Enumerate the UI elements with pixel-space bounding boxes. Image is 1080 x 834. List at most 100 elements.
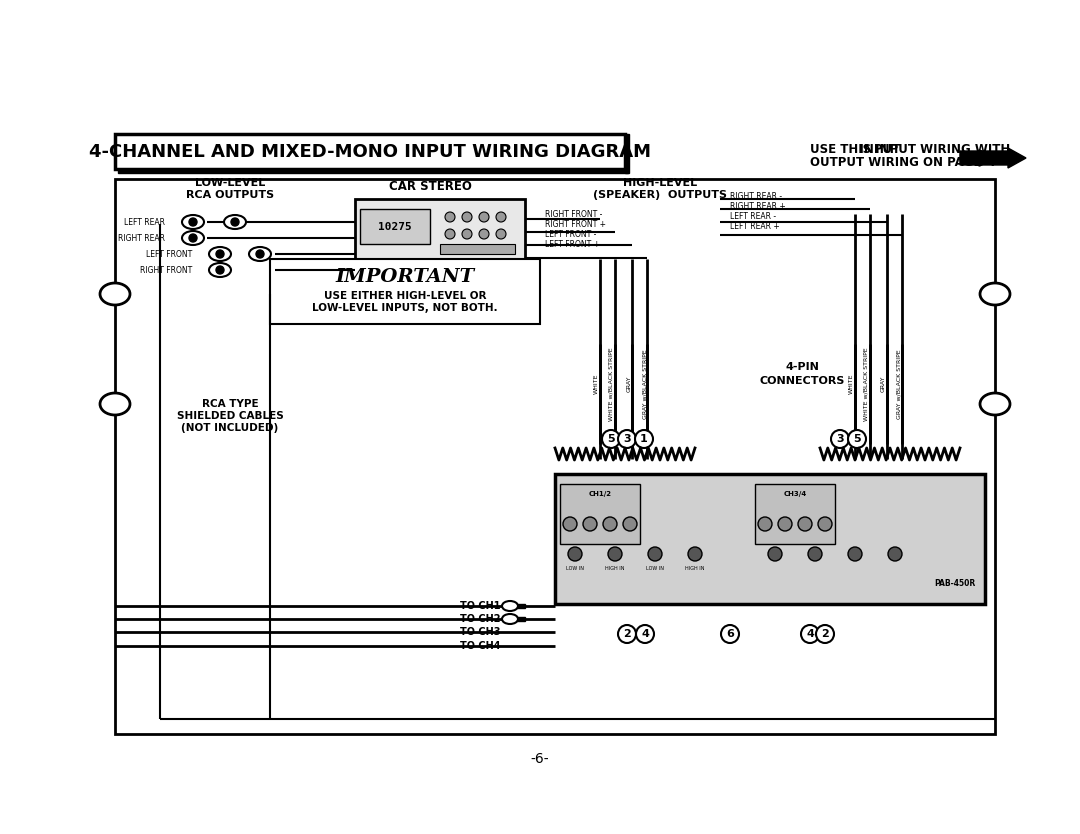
Bar [440, 244, 515, 254]
Ellipse shape [100, 283, 130, 305]
Bar [360, 209, 430, 244]
Text: 10275: 10275 [378, 222, 411, 232]
Bar [755, 484, 835, 544]
Text: TO CH4: TO CH4 [460, 641, 500, 651]
Text: GRAY w/BLACK STRIPE: GRAY w/BLACK STRIPE [643, 349, 648, 419]
Text: 5: 5 [853, 434, 861, 444]
Text: INPUT: INPUT [810, 143, 901, 155]
Ellipse shape [848, 547, 862, 561]
Ellipse shape [848, 430, 866, 448]
Text: RIGHT REAR: RIGHT REAR [118, 234, 165, 243]
Ellipse shape [210, 263, 231, 277]
Ellipse shape [980, 393, 1010, 415]
FancyArrow shape [960, 148, 1026, 168]
Text: 3: 3 [836, 434, 843, 444]
Ellipse shape [688, 547, 702, 561]
Text: CAR STEREO: CAR STEREO [389, 179, 472, 193]
Text: TO CH3: TO CH3 [460, 627, 500, 637]
Ellipse shape [980, 283, 1010, 305]
Bar [960, 153, 1000, 163]
Text: IMPORTANT: IMPORTANT [336, 268, 474, 286]
Text: LEFT REAR -: LEFT REAR - [730, 212, 777, 220]
Bar [270, 259, 540, 324]
Ellipse shape [563, 517, 577, 531]
Text: -6-: -6- [530, 752, 550, 766]
Text: GRAY w/BLACK STRIPE: GRAY w/BLACK STRIPE [896, 349, 902, 419]
Text: HIGH IN: HIGH IN [605, 566, 624, 571]
Bar [114, 134, 625, 169]
Ellipse shape [224, 215, 246, 229]
Text: PAB-450R: PAB-450R [934, 580, 975, 589]
Ellipse shape [100, 393, 130, 415]
Text: RIGHT REAR -: RIGHT REAR - [730, 192, 782, 200]
Ellipse shape [608, 547, 622, 561]
Text: SHIELDED CABLES: SHIELDED CABLES [177, 411, 283, 421]
Ellipse shape [445, 229, 455, 239]
Text: GRAY: GRAY [880, 376, 886, 392]
Bar [517, 617, 525, 621]
Text: 5: 5 [607, 434, 615, 444]
Text: 4: 4 [806, 629, 814, 639]
Ellipse shape [888, 547, 902, 561]
Text: LOW IN: LOW IN [566, 566, 584, 571]
Ellipse shape [721, 625, 739, 643]
Ellipse shape [816, 625, 834, 643]
Text: 2: 2 [623, 629, 631, 639]
Ellipse shape [798, 517, 812, 531]
Ellipse shape [502, 614, 518, 624]
Ellipse shape [502, 601, 518, 611]
Ellipse shape [623, 517, 637, 531]
Text: 6: 6 [726, 629, 734, 639]
Text: LEFT FRONT +: LEFT FRONT + [545, 239, 600, 249]
Ellipse shape [462, 229, 472, 239]
Bar [625, 134, 629, 173]
Ellipse shape [808, 547, 822, 561]
Ellipse shape [183, 215, 204, 229]
Text: WHITE w/BLACK STRIPE: WHITE w/BLACK STRIPE [608, 347, 613, 421]
Text: HIGH-LEVEL
(SPEAKER)  OUTPUTS: HIGH-LEVEL (SPEAKER) OUTPUTS [593, 178, 727, 200]
Text: RIGHT FRONT -: RIGHT FRONT - [545, 209, 603, 219]
Ellipse shape [583, 517, 597, 531]
Bar [555, 474, 985, 604]
Bar [114, 179, 995, 734]
Text: WHITE w/BLACK STRIPE: WHITE w/BLACK STRIPE [864, 347, 868, 421]
Text: RCA TYPE: RCA TYPE [202, 399, 258, 409]
Text: 4-PIN
CONNECTORS: 4-PIN CONNECTORS [760, 362, 846, 386]
Text: TO CH1: TO CH1 [460, 601, 500, 611]
Bar [355, 199, 525, 259]
Ellipse shape [496, 212, 507, 222]
Bar [561, 484, 640, 544]
Text: LEFT FRONT: LEFT FRONT [146, 249, 192, 259]
Text: LOW IN: LOW IN [646, 566, 664, 571]
Text: LEFT REAR: LEFT REAR [124, 218, 165, 227]
Ellipse shape [210, 247, 231, 261]
Ellipse shape [636, 625, 654, 643]
Ellipse shape [801, 625, 819, 643]
Bar [517, 604, 525, 608]
Text: LEFT FRONT -: LEFT FRONT - [545, 229, 596, 239]
Text: LOW-LEVEL
RCA OUTPUTS: LOW-LEVEL RCA OUTPUTS [186, 178, 274, 200]
Ellipse shape [602, 430, 620, 448]
Ellipse shape [603, 517, 617, 531]
Text: GRAY: GRAY [626, 376, 632, 392]
Text: CH3/4: CH3/4 [783, 491, 807, 497]
Text: RIGHT FRONT: RIGHT FRONT [139, 265, 192, 274]
Ellipse shape [618, 625, 636, 643]
Text: 4: 4 [642, 629, 649, 639]
Ellipse shape [183, 231, 204, 245]
Ellipse shape [635, 430, 653, 448]
Ellipse shape [496, 229, 507, 239]
Ellipse shape [831, 430, 849, 448]
Text: USE THIS INPUT WIRING WITH: USE THIS INPUT WIRING WITH [810, 143, 1010, 155]
Ellipse shape [231, 218, 239, 226]
Ellipse shape [249, 247, 271, 261]
Text: 1: 1 [640, 434, 648, 444]
Text: 3: 3 [623, 434, 631, 444]
Text: TO CH2: TO CH2 [460, 614, 500, 624]
Text: USE EITHER HIGH-LEVEL OR: USE EITHER HIGH-LEVEL OR [324, 291, 486, 301]
Text: LEFT REAR +: LEFT REAR + [730, 222, 780, 230]
Text: (NOT INCLUDED): (NOT INCLUDED) [181, 423, 279, 433]
Ellipse shape [568, 547, 582, 561]
Ellipse shape [768, 547, 782, 561]
Text: HIGH IN: HIGH IN [685, 566, 705, 571]
